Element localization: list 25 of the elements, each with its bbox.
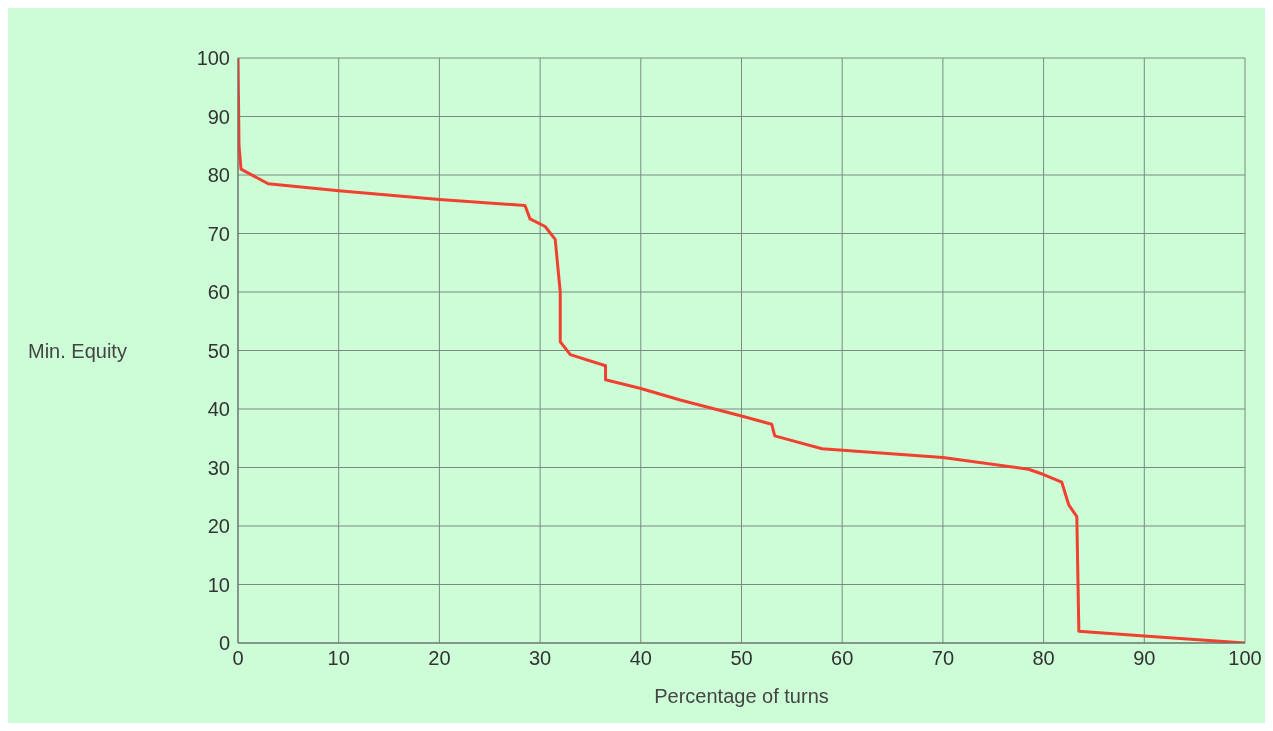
x-axis-title: Percentage of turns xyxy=(654,685,829,707)
y-tick-label: 90 xyxy=(207,105,230,128)
y-tick-label: 20 xyxy=(207,515,230,538)
y-tick-label: 80 xyxy=(207,164,230,187)
y-tick-label: 50 xyxy=(207,339,230,362)
x-tick-label: 60 xyxy=(831,647,854,670)
y-tick-label: 40 xyxy=(207,398,230,421)
x-tick-label: 70 xyxy=(931,647,955,670)
x-tick-label: 0 xyxy=(232,647,244,670)
x-tick-label: 20 xyxy=(428,647,451,670)
y-tick-label: 70 xyxy=(207,222,230,245)
y-tick-label: 30 xyxy=(207,456,230,479)
x-tick-label: 90 xyxy=(1133,647,1156,670)
y-tick-label: 0 xyxy=(218,632,230,655)
x-tick-label: 50 xyxy=(730,647,753,670)
y-tick-label: 10 xyxy=(207,573,230,596)
line-series xyxy=(238,58,1245,643)
y-tick-label: 60 xyxy=(207,281,230,304)
x-tick-label: 10 xyxy=(327,647,350,670)
x-tick-label: 80 xyxy=(1032,647,1055,670)
x-tick-label: 30 xyxy=(528,647,552,670)
y-axis-title: Min. Equity xyxy=(28,339,127,362)
x-tick-label: 40 xyxy=(629,647,652,670)
x-tick-label: 100 xyxy=(1228,647,1262,670)
y-tick-label: 100 xyxy=(196,47,230,70)
